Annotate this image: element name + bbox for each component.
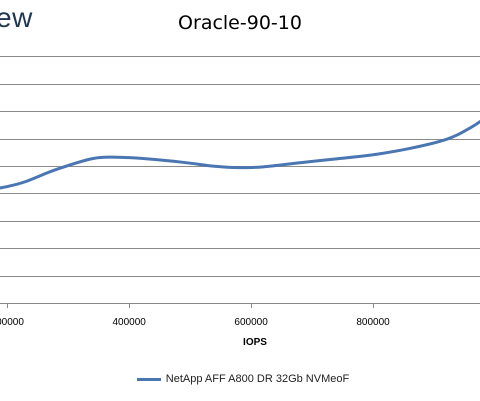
x-tick-label: 800000 xyxy=(356,317,390,328)
chart-title: Oracle-90-10 xyxy=(178,12,302,34)
x-tick-label: 600000 xyxy=(234,317,268,328)
x-tick-label: 400000 xyxy=(112,317,146,328)
legend-swatch xyxy=(136,377,161,381)
series-layer xyxy=(0,119,480,190)
legend: NetApp AFF A800 DR 32Gb NVMeoF xyxy=(0,373,480,385)
gridlines xyxy=(0,56,480,304)
legend-label: NetApp AFF A800 DR 32Gb NVMeoF xyxy=(165,373,350,385)
series-line xyxy=(0,119,480,190)
x-tick-labels: 200000 400000 600000 800000 xyxy=(0,303,390,328)
x-tick-label: 200000 xyxy=(0,317,24,328)
logo-text: ew xyxy=(0,2,33,33)
x-axis-label: IOPS xyxy=(243,337,267,348)
